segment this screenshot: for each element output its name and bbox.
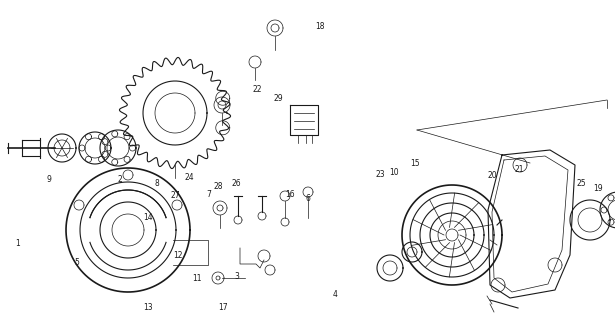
Text: 20: 20: [487, 171, 497, 180]
Text: 24: 24: [184, 173, 194, 182]
Text: 29: 29: [273, 94, 283, 103]
Text: 25: 25: [576, 179, 586, 188]
Text: 13: 13: [143, 303, 153, 312]
Text: 6: 6: [305, 194, 310, 203]
Text: 3: 3: [234, 272, 239, 281]
Text: 21: 21: [515, 165, 525, 174]
Text: 15: 15: [410, 159, 420, 168]
Text: 1: 1: [15, 239, 20, 248]
Text: 14: 14: [143, 213, 153, 222]
Text: 28: 28: [213, 182, 223, 191]
Text: 12: 12: [173, 252, 183, 260]
Text: 27: 27: [170, 191, 180, 200]
Text: 16: 16: [285, 190, 295, 199]
Text: 9: 9: [47, 175, 52, 184]
Text: 10: 10: [389, 168, 399, 177]
Text: 22: 22: [252, 85, 262, 94]
Text: 7: 7: [207, 190, 212, 199]
Text: 26: 26: [232, 180, 242, 188]
Text: 19: 19: [593, 184, 603, 193]
Text: 4: 4: [333, 290, 338, 299]
Text: 18: 18: [315, 22, 325, 31]
Text: 5: 5: [74, 258, 79, 267]
Text: 8: 8: [154, 180, 159, 188]
Text: 11: 11: [192, 274, 202, 283]
Text: 23: 23: [375, 170, 385, 179]
Text: 2: 2: [117, 175, 122, 184]
Text: 17: 17: [218, 303, 228, 312]
